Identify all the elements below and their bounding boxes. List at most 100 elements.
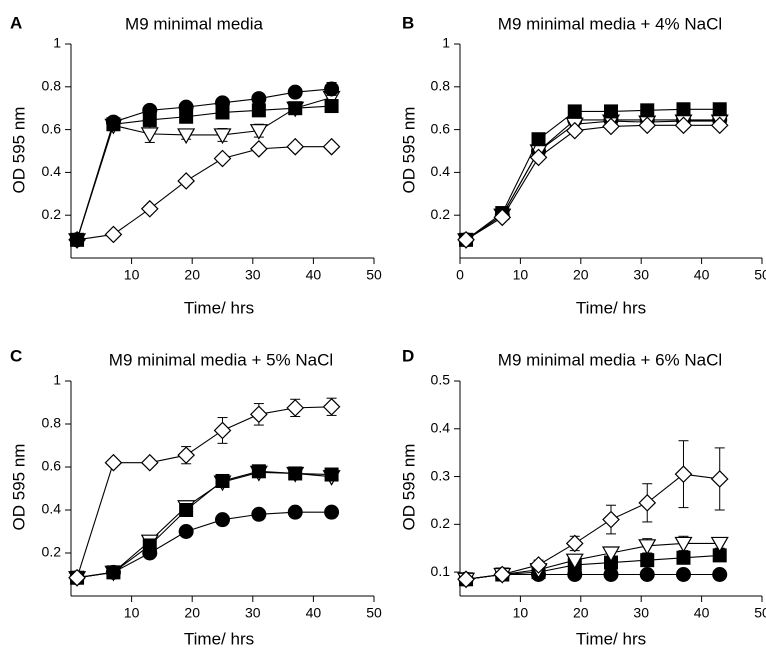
data-point (602, 117, 620, 136)
data-point (676, 102, 691, 117)
data-point (324, 504, 340, 520)
series-square-filled (459, 102, 727, 247)
data-point (250, 405, 268, 424)
y-tick-label: 0.4 (42, 163, 62, 179)
data-point (251, 506, 267, 522)
data-point (457, 570, 475, 589)
data-point (142, 102, 158, 118)
data-point (322, 137, 341, 156)
data-point (286, 137, 305, 156)
series-circle-filled (69, 81, 340, 248)
y-tick-label: 0.2 (431, 206, 451, 222)
series-diamond-open (68, 137, 341, 249)
data-point (69, 232, 85, 248)
series-diamond-open (457, 440, 729, 589)
panel-letter: A (10, 13, 22, 32)
y-tick-label: 1 (442, 35, 450, 51)
data-point (286, 399, 305, 417)
panel-letter: D (402, 346, 414, 365)
x-axis-label: Time/ hrs (184, 298, 254, 317)
y-tick-label: 0.4 (42, 501, 62, 517)
x-tick-label: 10 (513, 605, 529, 621)
data-point (251, 91, 267, 107)
x-tick-label: 40 (694, 605, 710, 621)
data-point (178, 99, 194, 115)
data-point (68, 568, 86, 587)
data-point (106, 565, 121, 580)
x-tick-label: 50 (366, 605, 382, 621)
data-point (177, 172, 195, 190)
data-point (529, 148, 548, 167)
y-axis-label: OD 595 nm (399, 444, 418, 531)
x-tick-label: 0 (456, 267, 464, 283)
data-point (710, 470, 729, 488)
data-point (288, 101, 303, 116)
x-tick-label: 40 (694, 267, 710, 283)
data-point (215, 512, 230, 528)
data-point (565, 121, 584, 140)
data-point (674, 465, 693, 484)
data-point (288, 466, 303, 481)
data-point (215, 95, 230, 111)
data-point (177, 446, 195, 465)
x-tick-label: 20 (573, 267, 589, 283)
data-point (565, 534, 584, 553)
y-tick-label: 0.5 (431, 372, 451, 388)
data-point (250, 140, 268, 158)
y-tick-label: 0.8 (42, 415, 62, 431)
y-tick-label: 0.6 (42, 458, 62, 474)
data-point (639, 567, 655, 582)
data-point (710, 116, 729, 135)
data-point (251, 464, 266, 479)
y-tick-label: 1 (53, 35, 61, 51)
y-tick-label: 0.6 (431, 120, 451, 136)
data-point (640, 103, 655, 118)
data-point (287, 504, 303, 520)
series-square-filled (70, 464, 339, 585)
x-tick-label: 50 (754, 605, 766, 621)
panel-letter: C (10, 346, 22, 365)
x-tick-label: 10 (124, 267, 140, 283)
data-point (710, 536, 729, 553)
data-point (640, 553, 655, 568)
y-tick-label: 0.2 (431, 515, 451, 531)
y-tick-label: 0.1 (431, 563, 451, 579)
data-point (142, 538, 157, 553)
x-tick-label: 10 (513, 267, 529, 283)
x-tick-label: 50 (366, 267, 382, 283)
data-point (104, 225, 123, 244)
x-axis-label: Time/ hrs (576, 629, 646, 648)
data-point (105, 114, 121, 130)
data-point (179, 503, 194, 517)
series-diamond-open (457, 116, 729, 249)
data-point (529, 556, 548, 574)
data-point (638, 539, 657, 556)
x-axis-label: Time/ hrs (576, 298, 646, 317)
data-point (493, 565, 512, 584)
data-point (493, 208, 512, 227)
data-point (675, 567, 691, 582)
data-point (601, 546, 621, 563)
y-axis-label: OD 595 nm (9, 444, 28, 531)
chart-title: M9 minimal media + 4% NaCl (498, 14, 722, 33)
data-point (177, 128, 196, 145)
x-tick-label: 50 (754, 267, 766, 283)
chart-title: M9 minimal media (125, 14, 263, 33)
data-point (604, 104, 618, 119)
y-tick-label: 1 (53, 372, 61, 388)
y-axis-label: OD 595 nm (399, 107, 418, 194)
x-tick-label: 20 (573, 605, 589, 621)
panel-c: C M9 minimal media + 5% NaCl 0.2 0.4 0.6 0.8 1… (9, 346, 382, 648)
data-point (287, 84, 303, 100)
data-point (213, 421, 232, 440)
series-triangle-down-open (457, 114, 729, 250)
x-tick-label: 30 (245, 605, 261, 621)
data-point (104, 453, 123, 472)
data-point (638, 116, 657, 135)
data-point (567, 104, 582, 119)
data-point (603, 567, 619, 582)
data-point (324, 81, 340, 97)
y-tick-label: 0.8 (431, 78, 451, 94)
series-diamond-open (68, 397, 341, 587)
data-point (674, 536, 693, 553)
